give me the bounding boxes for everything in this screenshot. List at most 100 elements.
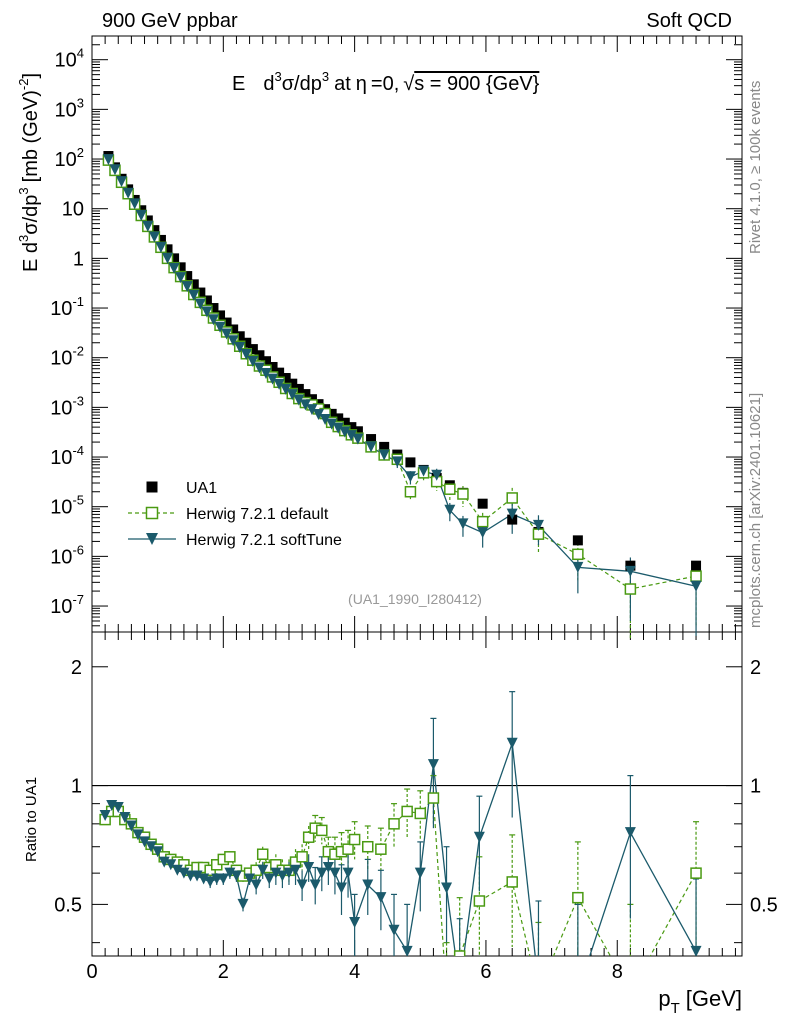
ratio-point-herwig-softtune <box>171 864 183 876</box>
main-point-ua1 <box>221 317 232 328</box>
main-ytick-label: 10-5 <box>50 493 84 519</box>
ylabel-sup3b: 3 <box>16 187 31 194</box>
main-point-herwig-default <box>506 492 518 504</box>
ratio-ytick-label: 2 <box>71 657 82 679</box>
main-point-herwig-softtune <box>227 335 239 347</box>
ratio-point-herwig-softtune <box>427 759 439 771</box>
title-prefix: E <box>232 73 245 95</box>
legend-marker-herwig-default <box>145 506 159 520</box>
ratio-point-herwig-softtune <box>217 873 229 885</box>
main-point-ua1 <box>169 253 180 264</box>
ratio-point-herwig-softtune <box>204 876 216 888</box>
title-eq0: =0, <box>371 73 399 95</box>
ratio-point-herwig-softtune <box>152 846 164 858</box>
ratio-point-herwig-softtune <box>224 867 236 879</box>
main-point-herwig-softtune <box>253 362 265 374</box>
ratio-point-herwig-softtune <box>572 986 583 997</box>
main-point-herwig-softtune <box>418 465 430 477</box>
main-ytick-label: 10-2 <box>50 344 84 370</box>
main-point-ua1 <box>201 295 212 306</box>
main-point-herwig-softtune <box>444 504 456 516</box>
ratio-point-herwig-softtune <box>441 882 453 894</box>
main-point-ua1 <box>149 225 160 236</box>
main-ytick-label: 10-6 <box>50 542 84 568</box>
ratio-ytick-label-right: 2 <box>750 657 761 679</box>
ratio-point-herwig-softtune <box>362 879 374 891</box>
main-point-herwig-default <box>572 548 584 561</box>
ratio-point-herwig-softtune <box>329 867 341 879</box>
ratio-point-herwig-softtune <box>624 827 636 839</box>
ratio-point-herwig-softtune <box>112 801 124 813</box>
main-point-ua1 <box>195 287 206 298</box>
main-point-ua1 <box>366 434 377 445</box>
ratio-point-herwig-default <box>401 805 413 818</box>
ylabel-E: E d <box>20 242 42 272</box>
main-point-ua1 <box>188 279 199 290</box>
header-left: 900 GeV ppbar <box>102 10 238 32</box>
main-point-herwig-softtune <box>162 252 174 264</box>
ratio-point-herwig-default <box>316 824 328 837</box>
main-ytick-label: 102 <box>55 145 84 171</box>
xtick-label: 4 <box>349 961 360 983</box>
ratio-point-herwig-default <box>506 876 518 888</box>
ratio-point-herwig-softtune <box>132 829 144 841</box>
ratio-point-herwig-softtune <box>322 862 334 874</box>
ratio-point-herwig-softtune <box>270 867 282 879</box>
ylabel-sup3: 3 <box>16 235 31 242</box>
ratio-point-herwig-default <box>453 950 466 956</box>
title-s: s = 900 {GeV} <box>414 73 539 95</box>
main-ytick-label: 10 <box>62 199 84 221</box>
main-point-ua1 <box>175 262 186 273</box>
main-point-herwig-default <box>624 583 637 595</box>
main-point-herwig-softtune <box>267 373 279 385</box>
xlabel-p: p <box>658 986 670 1011</box>
title-sqrt: √ <box>403 73 414 95</box>
main-point-herwig-softtune <box>326 418 338 430</box>
ratio-point-herwig-softtune <box>263 873 275 885</box>
main-point-herwig-softtune <box>457 518 469 530</box>
ratio-point-herwig-softtune <box>388 924 400 936</box>
main-point-herwig-softtune <box>148 231 160 243</box>
ratio-point-herwig-default <box>625 987 635 997</box>
main-point-ua1 <box>208 303 219 314</box>
main-point-herwig-softtune <box>188 289 200 301</box>
main-ytick-label: 10-1 <box>50 294 84 320</box>
ratio-point-herwig-softtune <box>145 841 157 853</box>
main-point-herwig-softtune <box>280 383 292 395</box>
ratio-point-herwig-softtune <box>237 898 249 910</box>
main-point-ua1 <box>691 560 702 571</box>
main-point-ua1 <box>405 457 416 468</box>
main-point-herwig-softtune <box>319 413 331 425</box>
main-point-herwig-softtune <box>339 426 351 438</box>
main-point-herwig-softtune <box>221 328 233 340</box>
main-point-herwig-softtune <box>135 209 147 221</box>
ratio-point-herwig-softtune <box>139 836 151 848</box>
main-point-ua1 <box>254 350 265 361</box>
main-point-ua1 <box>215 310 226 321</box>
main-point-herwig-softtune <box>391 456 403 468</box>
ratio-point-herwig-default <box>302 831 315 843</box>
ratio-point-herwig-softtune <box>283 867 295 879</box>
main-point-herwig-softtune <box>572 561 584 573</box>
main-point-herwig-softtune <box>506 508 518 520</box>
main-point-ua1 <box>300 389 311 400</box>
main-point-herwig-softtune <box>240 348 252 360</box>
ratio-point-herwig-softtune <box>290 864 302 876</box>
main-point-herwig-softtune <box>624 565 636 577</box>
main-ytick-label: 104 <box>55 46 84 72</box>
ratio-point-herwig-softtune <box>257 864 269 876</box>
main-point-ua1 <box>477 498 488 509</box>
ratio-point-herwig-default <box>414 807 427 820</box>
xtick-label: 6 <box>480 961 491 983</box>
main-point-ua1 <box>326 408 337 419</box>
ratio-point-herwig-softtune <box>296 879 308 891</box>
main-point-herwig-softtune <box>207 314 219 326</box>
main-point-herwig-softtune <box>352 433 364 445</box>
main-point-herwig-softtune <box>306 404 318 416</box>
main-point-ua1 <box>241 337 252 348</box>
ratio-point-herwig-softtune <box>454 981 465 992</box>
ratio-point-herwig-softtune <box>230 870 242 882</box>
ratio-point-herwig-softtune <box>533 981 544 992</box>
main-axes: 10-7 10-6 10-5 10-4 10-3 10-2 10-1 1 10 102 103 104 <box>50 35 742 633</box>
